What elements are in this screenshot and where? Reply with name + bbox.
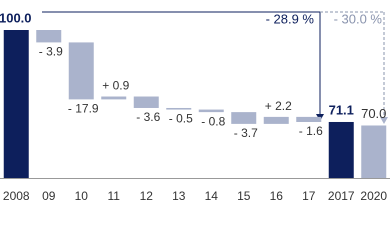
bar	[361, 125, 387, 178]
bar	[3, 30, 29, 178]
bar	[328, 121, 354, 178]
annotation: - 28.9 %	[266, 11, 315, 26]
bar	[231, 112, 257, 124]
x-tick-label: 09	[42, 189, 56, 203]
chart: - 28.9 % - 30.0 % 100.0 2008 - 3.9 09 - 17.9…	[0, 10, 390, 203]
value-label: - 3.7	[234, 126, 258, 140]
bar	[36, 30, 62, 43]
value-label: 71.1	[329, 102, 354, 117]
x-tick-label: 11	[108, 189, 121, 203]
value-label: - 3.9	[39, 45, 63, 59]
x-tick-label: 12	[140, 189, 154, 203]
value-label: 70.0	[361, 106, 386, 121]
x-tick-label: 14	[205, 189, 219, 203]
x-tick-label: 2008	[3, 189, 30, 203]
x-tick-label: 15	[237, 189, 251, 203]
bar	[198, 109, 224, 113]
bar	[296, 116, 322, 122]
bar	[166, 107, 192, 110]
x-tick-label: 16	[270, 189, 284, 203]
value-label: + 2.2	[265, 99, 292, 113]
value-label: - 1.6	[299, 124, 323, 138]
bar	[133, 96, 159, 108]
value-label: - 0.8	[201, 114, 225, 128]
x-tick-label: 2017	[328, 189, 355, 203]
x-tick-label: 10	[75, 189, 89, 203]
annotation: - 30.0 %	[334, 11, 383, 26]
value-label: - 3.6	[136, 110, 160, 124]
value-label: - 17.9	[68, 102, 99, 116]
bar	[263, 116, 289, 124]
arrow-head	[380, 117, 388, 124]
x-tick-label: 17	[302, 189, 316, 203]
x-tick-label: 2020	[360, 189, 387, 203]
value-label: + 0.9	[102, 79, 129, 93]
bar	[68, 42, 94, 100]
x-tick-label: 13	[172, 189, 186, 203]
value-label: 100.0	[0, 10, 32, 25]
bar	[101, 96, 127, 100]
value-label: - 0.5	[169, 112, 193, 126]
